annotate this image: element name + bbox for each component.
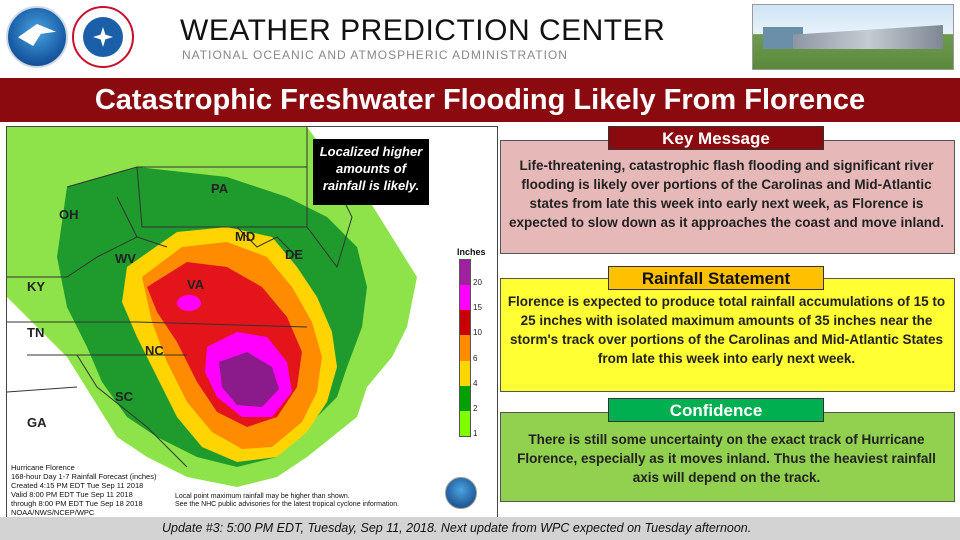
state-label-tn: TN (27, 325, 45, 340)
map-credit-line: 168-hour Day 1-7 Rainfall Forecast (inch… (11, 472, 157, 481)
map-note-line: See the NHC public advisories for the la… (175, 501, 400, 508)
key-message-body: Life-threatening, catastrophic flash flo… (508, 158, 945, 230)
rainfall-map-graphic (7, 127, 497, 517)
state-label-sc: SC (115, 389, 134, 404)
footer-update-text: Update #3: 5:00 PM EDT, Tuesday, Sep 11,… (162, 521, 752, 535)
map-credit-line: through 8:00 PM EDT Tue Sep 18 2018 (11, 499, 143, 508)
state-label-wv: WV (115, 251, 136, 266)
noaa-logo (6, 6, 68, 68)
legend-tick-label: 2 (473, 403, 478, 413)
nws-logo (72, 6, 134, 68)
legend-tick-label: 10 (473, 328, 482, 338)
page-title: WEATHER PREDICTION CENTER (180, 14, 666, 47)
banner-title: Catastrophic Freshwater Flooding Likely … (94, 84, 866, 116)
key-message-heading: Key Message (608, 126, 824, 150)
legend-swatch (460, 385, 470, 411)
rainfall-statement-body: Florence is expected to produce total ra… (507, 294, 946, 366)
legend-bar (459, 259, 471, 437)
map-credit-line: Hurricane Florence (11, 463, 75, 472)
state-label-md: MD (235, 229, 256, 244)
legend-swatch (460, 360, 470, 386)
map-credit-line: NOAA/NWS/NCEP/WPC (11, 508, 95, 517)
legend-title: Inches (457, 247, 486, 257)
map-credit: Hurricane Florence 168-hour Day 1-7 Rainf… (11, 463, 156, 517)
page-subtitle: NATIONAL OCEANIC AND ATMOSPHERIC ADMINIS… (182, 48, 568, 62)
confidence-heading: Confidence (608, 398, 824, 422)
header: WEATHER PREDICTION CENTER NATIONAL OCEAN… (0, 0, 960, 72)
state-label-nc: NC (145, 343, 164, 358)
title-banner (0, 78, 960, 122)
building-photo (752, 4, 954, 70)
rainfall-statement-panel (500, 278, 955, 392)
map-credit-line: Valid 8:00 PM EDT Tue Sep 11 2018 (11, 490, 133, 499)
legend-tick-label: 6 (473, 353, 478, 363)
map-credit-line: Created 4:15 PM EDT Tue Sep 11 2018 (11, 481, 144, 490)
legend-tick-label: 4 (473, 378, 478, 388)
state-label-ga: GA (27, 415, 47, 430)
legend-swatch (460, 260, 470, 286)
noaa-small-logo (445, 477, 477, 509)
state-label-va: VA (187, 277, 205, 292)
rainfall-callout: Localized higher amounts of rainfall is … (313, 139, 429, 205)
legend-swatch (460, 285, 470, 311)
rain-contour-20in (219, 352, 279, 407)
legend-swatch (460, 410, 470, 436)
legend-swatch (460, 335, 470, 361)
footer-bar (0, 517, 960, 540)
legend-tick-label: 15 (473, 303, 482, 313)
map-note: Local point maximum rainfall may be high… (175, 493, 399, 509)
legend-tick-label: 1 (473, 429, 478, 438)
rainfall-map: Localized higher amounts of rainfall is … (6, 126, 498, 518)
confidence-body: There is still some uncertainty on the e… (517, 432, 936, 485)
map-note-line: Local point maximum rainfall may be high… (175, 493, 350, 500)
state-label-oh: OH (59, 207, 79, 222)
rainfall-statement-heading: Rainfall Statement (608, 266, 824, 290)
state-label-ky: KY (27, 279, 46, 294)
legend-tick-label: 20 (473, 278, 482, 288)
legend-swatch (460, 310, 470, 336)
state-label-pa: PA (211, 181, 229, 196)
state-label-de: DE (285, 247, 304, 262)
